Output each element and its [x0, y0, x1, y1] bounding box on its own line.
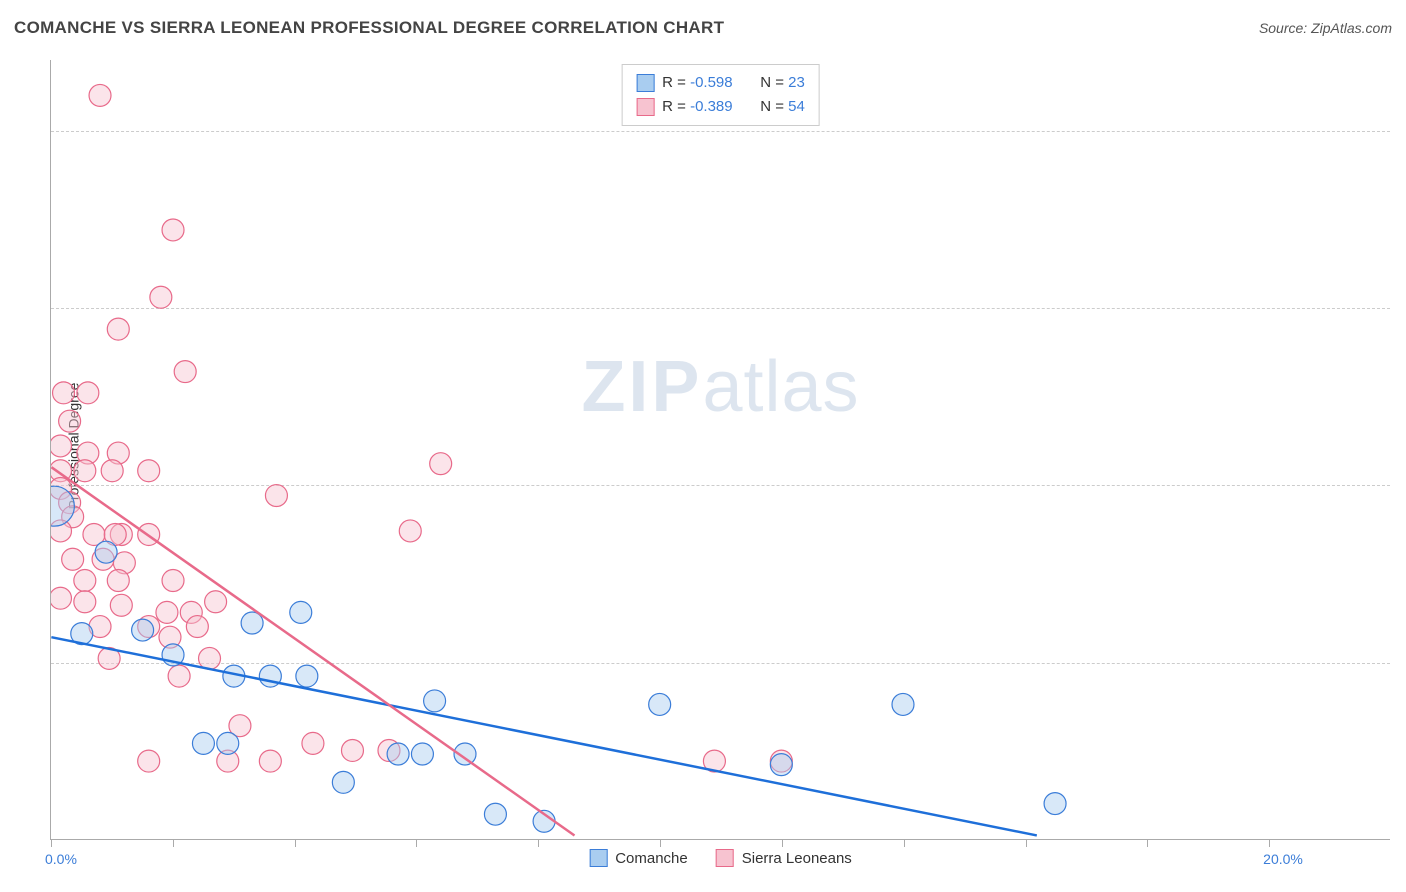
data-point	[132, 619, 154, 641]
data-point	[302, 732, 324, 754]
data-point	[399, 520, 421, 542]
x-tick-label: 20.0%	[1263, 851, 1303, 867]
r-value-sierra: -0.389	[690, 95, 756, 119]
data-point	[205, 591, 227, 613]
chart-source: Source: ZipAtlas.com	[1259, 20, 1392, 36]
legend-swatch-comanche	[589, 849, 607, 867]
data-point	[51, 587, 71, 609]
data-point	[150, 286, 172, 308]
legend-item-comanche: Comanche	[589, 849, 688, 867]
legend-bottom: Comanche Sierra Leoneans	[589, 849, 852, 867]
plot-area: ZIPatlas R = -0.598 N = 23 R = -0.389 N …	[50, 60, 1390, 840]
data-point	[53, 382, 75, 404]
data-point	[138, 750, 160, 772]
data-point	[296, 665, 318, 687]
data-point	[59, 410, 81, 432]
data-point	[156, 601, 178, 623]
swatch-sierra	[636, 98, 654, 116]
data-point	[74, 591, 96, 613]
data-point	[770, 754, 792, 776]
chart-title: COMANCHE VS SIERRA LEONEAN PROFESSIONAL …	[14, 18, 724, 38]
data-point	[62, 548, 84, 570]
n-value-sierra: 54	[788, 98, 805, 115]
data-point	[424, 690, 446, 712]
data-point	[387, 743, 409, 765]
data-point	[77, 382, 99, 404]
legend-label-comanche: Comanche	[615, 850, 688, 867]
legend-swatch-sierra	[716, 849, 734, 867]
data-point	[110, 594, 132, 616]
legend-row-comanche: R = -0.598 N = 23	[636, 71, 805, 95]
n-value-comanche: 23	[788, 74, 805, 91]
data-point	[332, 771, 354, 793]
data-point	[1044, 793, 1066, 815]
data-point	[162, 570, 184, 592]
r-value-comanche: -0.598	[690, 71, 756, 95]
data-point	[174, 361, 196, 383]
data-point	[138, 460, 160, 482]
legend-row-sierra: R = -0.389 N = 54	[636, 95, 805, 119]
chart-svg	[51, 60, 1390, 839]
data-point	[341, 739, 363, 761]
data-point	[484, 803, 506, 825]
correlation-legend: R = -0.598 N = 23 R = -0.389 N = 54	[621, 64, 820, 126]
data-point	[411, 743, 433, 765]
data-point	[259, 750, 281, 772]
data-point	[95, 541, 117, 563]
data-point	[649, 693, 671, 715]
data-point	[107, 318, 129, 340]
data-point	[89, 84, 111, 106]
trend-line	[51, 467, 574, 835]
data-point	[192, 732, 214, 754]
data-point	[217, 732, 239, 754]
data-point	[107, 570, 129, 592]
legend-item-sierra: Sierra Leoneans	[716, 849, 852, 867]
data-point	[892, 693, 914, 715]
data-point	[168, 665, 190, 687]
data-point	[74, 570, 96, 592]
data-point	[290, 601, 312, 623]
data-point	[186, 616, 208, 638]
data-point	[162, 219, 184, 241]
data-point	[430, 453, 452, 475]
legend-label-sierra: Sierra Leoneans	[742, 850, 852, 867]
data-point	[265, 485, 287, 507]
data-point	[101, 460, 123, 482]
data-point	[199, 647, 221, 669]
x-tick-label: 0.0%	[45, 851, 77, 867]
data-point	[74, 460, 96, 482]
data-point	[51, 435, 71, 457]
chart-header: COMANCHE VS SIERRA LEONEAN PROFESSIONAL …	[14, 18, 1392, 38]
swatch-comanche	[636, 74, 654, 92]
